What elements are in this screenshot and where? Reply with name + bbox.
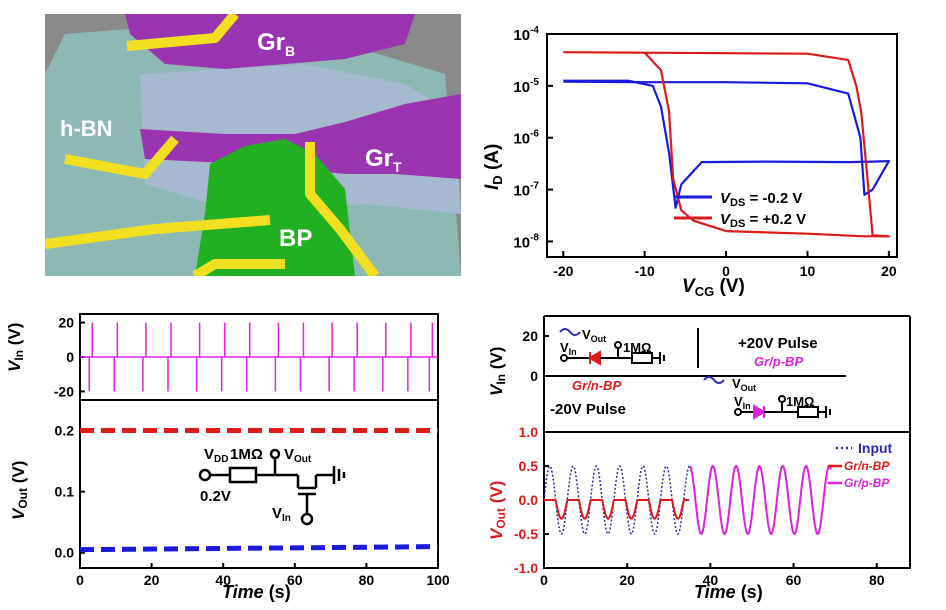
bias-label: 0.2V xyxy=(200,488,231,505)
series-n-bp xyxy=(544,499,690,520)
n-vin-label: VIn xyxy=(560,340,577,357)
vout-label: VOut xyxy=(284,446,312,465)
x-tick-label: -20 xyxy=(553,263,573,279)
x-tick-label: 80 xyxy=(869,572,885,588)
vout-series-low xyxy=(79,544,439,553)
x-tick-label: 60 xyxy=(287,572,303,588)
gr-t-flake xyxy=(140,94,461,179)
pos-pulse-label: +20V Pulse xyxy=(738,335,818,352)
x-tick-label: 40 xyxy=(215,572,231,588)
y-tick-label: 20 xyxy=(522,328,538,344)
legend: Input Gr/n-BP Gr/p-BP xyxy=(828,440,893,490)
y-tick-label: 0.0 xyxy=(519,492,539,508)
transfer-curve-chart: -20 -10 0 10 20 10-4 10-5 10-6 10-7 10-8 VDS = -… xyxy=(482,25,898,299)
y-tick-label: 0.0 xyxy=(55,545,75,561)
legend-label-p: Gr/p-BP xyxy=(844,476,890,490)
x-tick-label: -10 xyxy=(635,263,655,279)
y-tick-label: 0.1 xyxy=(55,484,75,500)
x-tick-label: 10 xyxy=(800,263,816,279)
y-tick-label: 0 xyxy=(530,368,538,384)
vin-axis-label: VIn (V) xyxy=(487,347,508,396)
terminal-vdd xyxy=(198,468,212,482)
y-tick-label: 10-7 xyxy=(513,181,539,200)
y-tick-label: 10-5 xyxy=(513,77,539,96)
electrodes xyxy=(44,10,380,281)
legend-label-input: Input xyxy=(858,440,893,456)
legend-label-pos: VDS = +0.2 V xyxy=(720,211,806,230)
y-tick-label: 10-6 xyxy=(513,129,539,148)
transfer-curve-panel: -20 -10 0 10 20 10-4 10-5 10-6 10-7 10-8 VDS = -… xyxy=(476,10,926,302)
right-sine-panel: 20 0 VIn (V) -20V Pulse +20V Pulse Gr/p-B… xyxy=(480,308,946,605)
label-hbn: h-BN xyxy=(60,116,113,141)
vout-axis-label: VOut (V) xyxy=(9,461,30,520)
legend: VDS = -0.2 V VDS = +0.2 V xyxy=(674,190,806,230)
y-tick-label: -20 xyxy=(54,383,74,399)
p-vout-label: VOut xyxy=(732,376,756,393)
n-res-label: 1MΩ xyxy=(623,340,651,355)
vdd-label: VDD xyxy=(204,446,228,465)
vout-axis-label: VOut (V) xyxy=(487,481,508,540)
y-tick-label: 10-4 xyxy=(513,25,539,44)
p-vin-label: VIn xyxy=(734,394,751,411)
y-tick-label: -1.0 xyxy=(514,560,538,576)
legend-label-neg: VDS = -0.2 V xyxy=(720,190,802,209)
p-res-label: 1MΩ xyxy=(786,394,814,409)
device-image: GrB h-BN GrT BP xyxy=(44,10,461,281)
y-axis-label: ID (A) xyxy=(482,144,505,190)
neg-pulse-label: -20V Pulse xyxy=(550,401,626,418)
right-sine-chart: 20 0 VIn (V) -20V Pulse +20V Pulse Gr/p-B… xyxy=(487,315,911,602)
x-tick-label: 20 xyxy=(619,572,635,588)
y-tick-label: 1.0 xyxy=(519,424,539,440)
x-tick-label: 40 xyxy=(703,572,719,588)
left-pulse-panel: 20 0 -20 VIn (V) 0.2 0.1 0.0 0 20 40 60 80 100 VOu… xyxy=(0,308,460,605)
x-tick-label: 20 xyxy=(881,263,897,279)
label-gr-t: GrT xyxy=(365,145,402,175)
label-gr-b: GrB xyxy=(257,29,295,59)
y-tick-label: -0.5 xyxy=(514,526,538,542)
circuit-schematic xyxy=(198,448,346,526)
x-axis-label: Time (s) xyxy=(222,582,291,602)
y-tick-label: 0 xyxy=(66,349,74,365)
y-tick-label: 10-8 xyxy=(513,232,539,251)
legend-label-n: Gr/n-BP xyxy=(844,459,890,473)
x-tick-label: 0 xyxy=(722,263,730,279)
p-bp-circuit xyxy=(703,376,831,420)
x-axis-label: Time (s) xyxy=(694,582,763,602)
vin-axis-label: VIn (V) xyxy=(5,323,26,372)
n-vout-label: VOut xyxy=(582,327,606,344)
vin-label: VIn xyxy=(272,505,291,524)
y-tick-label: 0.5 xyxy=(519,458,539,474)
x-tick-label: 0 xyxy=(540,572,548,588)
x-tick-label: 100 xyxy=(426,572,450,588)
label-bp: BP xyxy=(279,225,312,252)
n-bp-label: Gr/n-BP xyxy=(572,378,621,393)
series-vds-neg xyxy=(563,79,890,209)
left-pulse-chart: 200-20 VIn (V) 0.20.10.00 20 40 60 80 100 VOu… xyxy=(5,313,450,602)
plot-frame xyxy=(546,33,898,258)
y-tick-label: 20 xyxy=(58,315,74,331)
p-bp-label: Gr/p-BP xyxy=(754,354,803,369)
x-axis-label: VCG (V) xyxy=(682,276,745,299)
series-input xyxy=(543,465,832,535)
resistor xyxy=(228,466,258,484)
x-tick-label: 60 xyxy=(786,572,802,588)
x-tick-label: 20 xyxy=(144,572,160,588)
terminal-vin xyxy=(300,512,314,526)
series-vds-pos xyxy=(563,51,890,238)
resistor-label: 1MΩ xyxy=(230,446,263,463)
device-image-panel: GrB h-BN GrT BP xyxy=(44,10,461,281)
series-p-bp xyxy=(689,464,832,536)
vout-frame xyxy=(79,399,439,569)
x-tick-label: 80 xyxy=(359,572,375,588)
x-tick-label: 0 xyxy=(76,572,84,588)
terminal-vout xyxy=(269,448,281,460)
gr-b-flake xyxy=(125,14,415,69)
n-bp-circuit xyxy=(559,328,665,366)
y-tick-label: 0.2 xyxy=(55,423,75,439)
